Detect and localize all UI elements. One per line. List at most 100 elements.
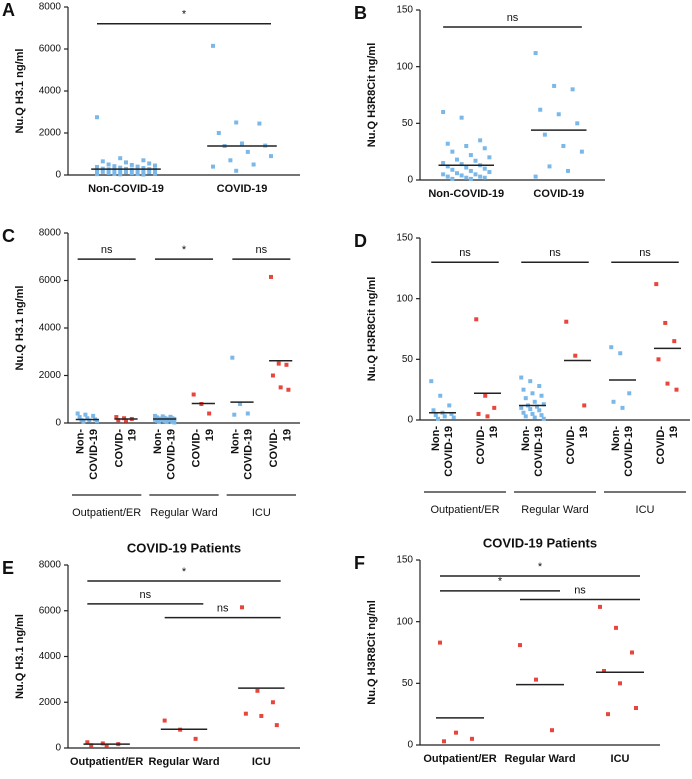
data-point [521, 410, 526, 415]
data-point [532, 415, 537, 420]
data-point [476, 411, 481, 416]
data-point [124, 418, 128, 423]
data-point [450, 176, 455, 181]
significance-label: ns [217, 603, 229, 615]
y-tick-label: 2000 [39, 697, 62, 708]
data-point [464, 144, 469, 148]
y-axis-label: Nu.Q H3R8Cit ng/ml [366, 600, 378, 705]
x-tick-label: COVID-19 [475, 426, 500, 465]
data-point [433, 413, 438, 418]
data-point [627, 391, 632, 396]
data-point [519, 375, 524, 380]
data-point [135, 164, 140, 169]
data-point [518, 643, 522, 648]
data-point [269, 274, 273, 279]
data-point [270, 700, 275, 705]
data-point [473, 158, 478, 163]
data-point [663, 320, 668, 325]
data-point [575, 121, 580, 126]
data-point [245, 149, 250, 154]
data-point [429, 379, 434, 384]
y-tick-label: 6000 [39, 605, 62, 616]
y-tick-label: 50 [402, 678, 414, 689]
y-tick-label: 8000 [39, 560, 62, 571]
data-point [153, 171, 157, 176]
data-point [116, 418, 121, 423]
data-point [172, 420, 177, 425]
data-point [483, 393, 488, 398]
significance-label: * [498, 576, 503, 588]
x-tick-label: Non-COVID-19 [75, 429, 100, 480]
x-tick-label: Outpatient/ER [70, 756, 143, 768]
x-tick-label: COVID-19 [191, 429, 216, 468]
data-point [533, 51, 538, 56]
data-point [284, 362, 289, 367]
x-tick-label: COVID-19 [533, 188, 584, 200]
data-point [451, 415, 456, 420]
significance-label: ns [507, 12, 519, 24]
data-point [542, 132, 547, 137]
data-point [191, 392, 196, 397]
x-tick-label: COVID-19 [268, 429, 293, 468]
data-point [95, 168, 99, 173]
data-point [431, 408, 436, 413]
data-point [216, 131, 221, 135]
significance-label: * [182, 244, 187, 256]
y-tick-label: 50 [402, 118, 414, 129]
y-tick-label: 4000 [39, 323, 62, 334]
y-tick-label: 8000 [39, 2, 62, 13]
data-point [656, 357, 661, 362]
group-label: Outpatient/ER [430, 504, 499, 516]
x-tick-label: Non-COVID-19 [430, 426, 455, 477]
data-point [441, 110, 446, 114]
data-point [129, 162, 134, 167]
data-point [442, 739, 446, 744]
x-tick-label: Regular Ward [148, 756, 219, 768]
data-point [270, 373, 275, 378]
data-point [611, 399, 616, 404]
significance-label: ns [459, 247, 471, 259]
data-point [455, 157, 459, 162]
data-point [81, 419, 86, 424]
data-point [449, 411, 454, 416]
data-point [519, 405, 524, 410]
data-point [118, 172, 123, 177]
data-point [238, 402, 243, 406]
y-tick-label: 0 [407, 415, 413, 426]
data-point [539, 393, 544, 398]
data-point [455, 171, 459, 176]
data-point [438, 640, 442, 645]
data-point [147, 170, 152, 175]
y-tick-label: 4000 [39, 86, 62, 97]
data-point [141, 169, 146, 174]
data-point [100, 159, 105, 164]
data-point [492, 405, 497, 410]
data-point [609, 345, 614, 350]
data-point [153, 163, 157, 168]
x-tick-label: Non-COVID-19 [428, 188, 504, 200]
data-point [257, 121, 262, 126]
data-point [552, 83, 557, 88]
data-point [674, 387, 679, 392]
data-point [634, 706, 638, 710]
data-point [474, 317, 479, 322]
data-point [606, 712, 610, 717]
data-point [77, 415, 82, 420]
data-point [521, 387, 526, 392]
data-point [118, 165, 123, 170]
data-point [482, 175, 487, 180]
x-tick-label: Non-COVID-19 [610, 426, 635, 477]
data-point [95, 172, 99, 177]
data-point [141, 158, 146, 163]
data-point [487, 170, 492, 175]
data-point [156, 419, 161, 424]
y-axis-label: Nu.Q H3.1 ng/ml [14, 49, 26, 134]
data-point [523, 396, 528, 401]
data-point [530, 391, 535, 396]
data-point [454, 730, 458, 735]
data-point [240, 605, 244, 610]
data-point [436, 416, 440, 421]
x-tick-label: Non-COVID-19 [88, 183, 164, 195]
x-tick-label: Non-COVID-19 [520, 426, 545, 477]
